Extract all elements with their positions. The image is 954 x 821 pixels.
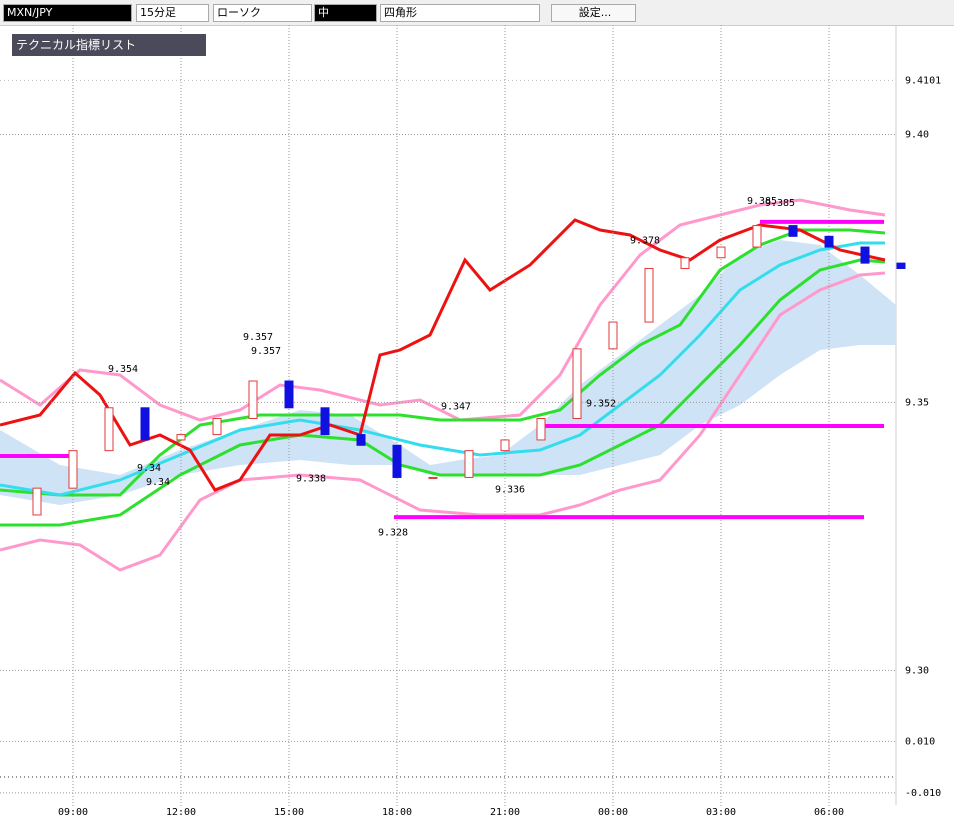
width-select[interactable]: 中 (314, 4, 377, 22)
candle (608, 321, 618, 350)
candle (896, 262, 906, 269)
x-tick-label: 21:00 (490, 807, 520, 818)
ma-lower (0, 258, 886, 527)
cloud (0, 240, 896, 505)
price-annotation: 9.378 (630, 235, 660, 246)
candle (356, 434, 366, 446)
y-tick-label: 9.40 (905, 130, 929, 141)
candle (572, 348, 582, 420)
chart: 9.40 9.35 9.30 9.4101 0.010 -0.010 09:00 12:00 1… (0, 25, 941, 818)
x-tick-label: 03:00 (706, 807, 736, 818)
indicator-panel[interactable]: テクニカル指標リスト (12, 34, 206, 56)
price-annotation: 9.385 (747, 196, 777, 207)
x-tick-label: 12:00 (166, 807, 196, 818)
symbol-select[interactable]: MXN/JPY (3, 4, 132, 22)
x-tick-label: 18:00 (382, 807, 412, 818)
x-tick-label: 00:00 (598, 807, 628, 818)
lagging-span (0, 218, 886, 492)
price-annotation: 9.385 (765, 198, 795, 209)
candle (752, 225, 762, 248)
x-tick-label: 09:00 (58, 807, 88, 818)
timeframe-select[interactable]: 15分足 (136, 4, 209, 22)
price-annotation: 9.338 (296, 474, 326, 485)
settings-button[interactable]: 設定... (551, 4, 636, 22)
ma-middle (0, 241, 885, 497)
candle (68, 450, 78, 489)
price-annotation: 9.347 (441, 402, 471, 413)
candle (536, 418, 546, 441)
candle (320, 407, 330, 436)
price-annotation: 9.328 (378, 527, 408, 538)
shape-select[interactable]: 四角形 (380, 4, 540, 22)
candle (680, 257, 690, 269)
y-tick-label: 9.30 (905, 665, 929, 676)
price-annotation: 9.34 (146, 477, 170, 488)
price-annotation: 9.336 (495, 484, 525, 495)
candle (248, 380, 258, 420)
candle (104, 407, 114, 452)
candle (644, 267, 654, 323)
x-tick-label: 15:00 (274, 807, 304, 818)
sub-y-tick-label: -0.010 (905, 788, 941, 799)
candle (284, 380, 294, 409)
price-annotation: 9.34 (137, 463, 161, 474)
sub-y-tick-label: 0.010 (905, 736, 935, 747)
style-select[interactable]: ローソク (213, 4, 312, 22)
current-price: 9.4101 (905, 75, 941, 86)
bollinger-lower (0, 271, 886, 572)
candle (824, 235, 834, 248)
candle (428, 476, 438, 479)
candle (464, 450, 474, 478)
candle (176, 434, 186, 441)
x-tick-label: 06:00 (814, 807, 844, 818)
candle (788, 225, 798, 237)
candle (140, 407, 150, 441)
candle (32, 487, 42, 516)
candle (500, 439, 510, 452)
bollinger-upper (0, 198, 886, 422)
ma-upper (0, 228, 886, 497)
candle (860, 246, 870, 264)
candle (212, 418, 222, 436)
price-annotation: 9.352 (586, 399, 616, 410)
price-annotation: 9.357 (251, 346, 281, 357)
y-tick-label: 9.35 (905, 397, 929, 408)
candle (716, 246, 726, 259)
toolbar: MXN/JPY 15分足 ローソク 中 四角形 設定... (0, 0, 954, 26)
candle (392, 444, 402, 478)
price-annotation: 9.357 (243, 332, 273, 343)
price-annotation: 9.354 (108, 364, 138, 375)
